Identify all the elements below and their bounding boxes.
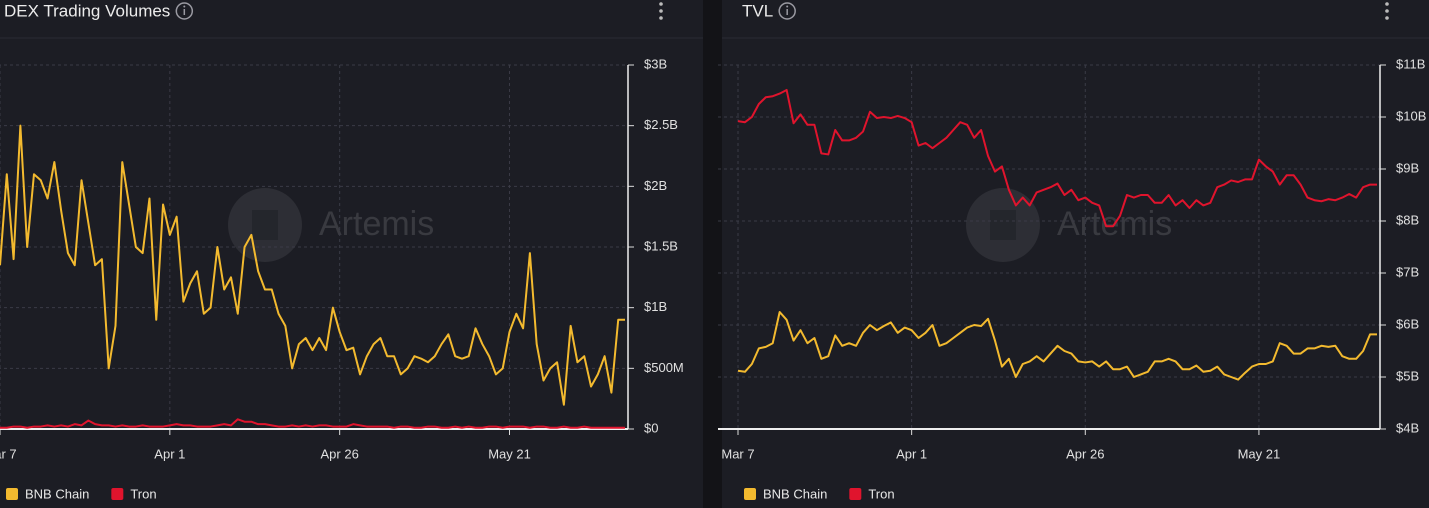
menu-dot[interactable] [659,2,663,6]
x-tick-label: Apr 1 [154,446,185,461]
panel [0,0,703,508]
legend-swatch[interactable] [849,488,862,500]
legend-label[interactable]: BNB Chain [25,486,89,501]
info-icon[interactable] [778,2,796,20]
info-icon-dot [183,5,186,8]
x-tick-label: Apr 26 [1066,446,1104,461]
menu-dot[interactable] [1385,16,1389,20]
legend-label[interactable]: Tron [868,486,894,501]
legend-swatch[interactable] [744,488,756,500]
series-line [737,88,1377,228]
panel [722,0,1429,508]
y-tick-label: $1B [644,299,667,314]
x-tick-label: Apr 26 [321,446,359,461]
y-tick-label: $0 [644,420,658,435]
y-tick-label: $1.5B [644,238,678,253]
menu-dot[interactable] [659,16,663,20]
info-icon[interactable] [175,2,194,20]
x-tick-label: Mar 7 [0,446,17,461]
legend-swatch[interactable] [6,488,18,500]
y-tick-label: $10B [1396,108,1426,123]
y-tick-label: $8B [1396,212,1419,227]
y-tick-label: $7B [1396,264,1419,279]
legend-swatch[interactable] [111,488,124,500]
series-line [0,418,625,429]
x-tick-label: Mar 7 [721,446,754,461]
x-tick-label: Apr 1 [896,446,927,461]
x-tick-label: May 21 [488,446,531,461]
y-tick-label: $3B [644,56,667,71]
y-tick-label: $6B [1396,316,1419,331]
watermark-logo-mark [252,210,278,240]
y-tick-label: $2B [644,178,667,193]
y-tick-label: $2.5B [644,117,678,132]
legend-label[interactable]: Tron [130,486,156,501]
menu-dot[interactable] [1385,2,1389,6]
y-tick-label: $500M [644,360,684,375]
series-line [0,124,625,406]
panel-title: DEX Trading Volumes [4,1,170,20]
info-icon-dot [786,5,789,8]
watermark-logo-mark [990,210,1016,240]
menu-dot[interactable] [1385,9,1389,13]
y-tick-label: $11B [1396,56,1425,71]
y-tick-label: $9B [1396,160,1419,175]
menu-dot[interactable] [659,9,663,13]
legend-label[interactable]: BNB Chain [763,486,827,501]
watermark: Artemis [319,205,434,243]
series-line [737,311,1377,381]
y-tick-label: $5B [1396,368,1419,383]
y-tick-label: $4B [1396,420,1419,435]
panel-title: TVL [742,1,773,20]
x-tick-label: May 21 [1238,446,1281,461]
